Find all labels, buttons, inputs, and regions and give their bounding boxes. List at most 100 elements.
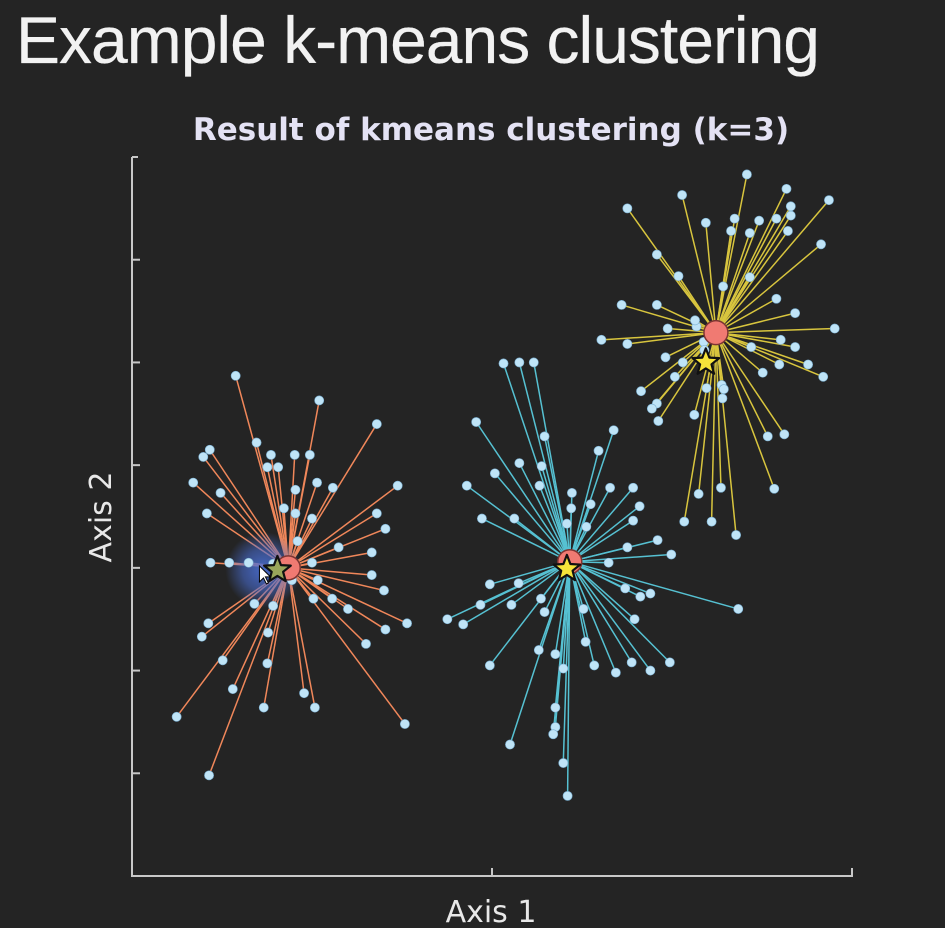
data-point <box>458 619 469 630</box>
data-point <box>196 631 207 642</box>
data-point <box>308 593 319 604</box>
assignment-line <box>656 254 717 334</box>
data-point <box>550 702 561 713</box>
data-point <box>333 542 344 553</box>
data-point <box>263 627 273 638</box>
data-point <box>484 660 495 671</box>
data-point <box>693 489 704 499</box>
cluster-3 <box>601 174 835 536</box>
data-point <box>662 323 673 334</box>
data-point <box>506 599 517 610</box>
data-point <box>484 579 495 590</box>
data-point <box>279 503 289 514</box>
assignment-line <box>554 561 571 655</box>
data-point <box>596 334 607 345</box>
assignment-line <box>715 332 769 437</box>
data-point <box>442 614 453 625</box>
cluster-3-points <box>596 169 840 540</box>
data-point <box>307 557 317 568</box>
data-point <box>610 667 621 678</box>
data-point <box>290 508 301 519</box>
data-point <box>567 487 577 498</box>
assignment-line <box>601 331 716 341</box>
data-point <box>716 482 726 493</box>
data-point <box>677 190 687 200</box>
data-point <box>585 499 596 510</box>
assignment-line <box>481 517 571 563</box>
data-point <box>605 482 615 493</box>
data-point <box>603 557 614 568</box>
data-point <box>258 702 269 713</box>
data-point <box>215 487 226 498</box>
assignment-line <box>715 327 835 334</box>
assignment-line <box>287 567 367 645</box>
centroid-star <box>552 553 582 582</box>
data-point <box>581 521 592 532</box>
data-point <box>700 217 711 228</box>
data-point <box>660 352 671 363</box>
assignment-line <box>494 472 571 563</box>
data-point <box>706 516 717 527</box>
data-point <box>669 371 680 382</box>
data-point <box>366 570 377 580</box>
data-point <box>266 449 276 460</box>
data-point <box>690 315 700 326</box>
data-point <box>771 293 782 304</box>
data-point <box>514 357 525 368</box>
data-point <box>230 370 241 381</box>
data-point <box>803 359 813 370</box>
mouse-cursor-icon <box>258 564 272 585</box>
data-point <box>646 403 657 414</box>
data-point <box>558 758 569 768</box>
data-point <box>566 503 577 514</box>
data-point <box>171 711 182 722</box>
assignment-line <box>715 331 809 366</box>
assignment-line <box>287 567 406 725</box>
data-point <box>471 417 482 427</box>
assignment-line <box>287 423 378 569</box>
data-point <box>816 239 826 250</box>
assignment-line <box>715 243 822 334</box>
data-point <box>626 657 637 668</box>
data-point <box>536 461 547 472</box>
data-point <box>314 395 325 406</box>
y-axis-label: Axis 2 <box>84 472 119 563</box>
data-point <box>762 431 773 442</box>
data-point <box>616 300 627 310</box>
data-point <box>327 482 338 493</box>
data-point <box>379 585 389 596</box>
data-point <box>769 483 780 494</box>
assignment-line <box>287 567 408 625</box>
data-point <box>477 513 487 524</box>
data-point <box>673 271 684 282</box>
data-point <box>774 359 785 370</box>
data-point <box>622 203 633 214</box>
data-point <box>262 658 273 669</box>
data-point <box>249 598 260 609</box>
assignment-line <box>538 485 571 562</box>
data-point <box>790 342 801 352</box>
data-point <box>718 281 729 292</box>
slide-title: Example k-means clustering <box>16 3 820 77</box>
data-point <box>509 513 520 524</box>
data-point <box>578 604 589 614</box>
centroid-star <box>691 347 721 375</box>
assignment-line <box>693 332 717 416</box>
assignment-line <box>540 465 571 562</box>
data-point <box>717 393 728 404</box>
data-point <box>635 591 646 602</box>
data-point <box>664 657 675 668</box>
assignment-line <box>715 199 830 334</box>
assignment-line <box>681 194 717 333</box>
data-point <box>558 663 569 674</box>
data-point <box>498 358 509 369</box>
data-point <box>399 719 410 729</box>
data-point <box>779 429 790 440</box>
data-point <box>829 323 840 334</box>
data-point <box>292 536 303 547</box>
data-point <box>783 226 793 236</box>
assignment-line <box>715 230 789 334</box>
data-point <box>533 645 544 655</box>
data-point <box>475 599 486 610</box>
assignment-line <box>715 312 796 334</box>
